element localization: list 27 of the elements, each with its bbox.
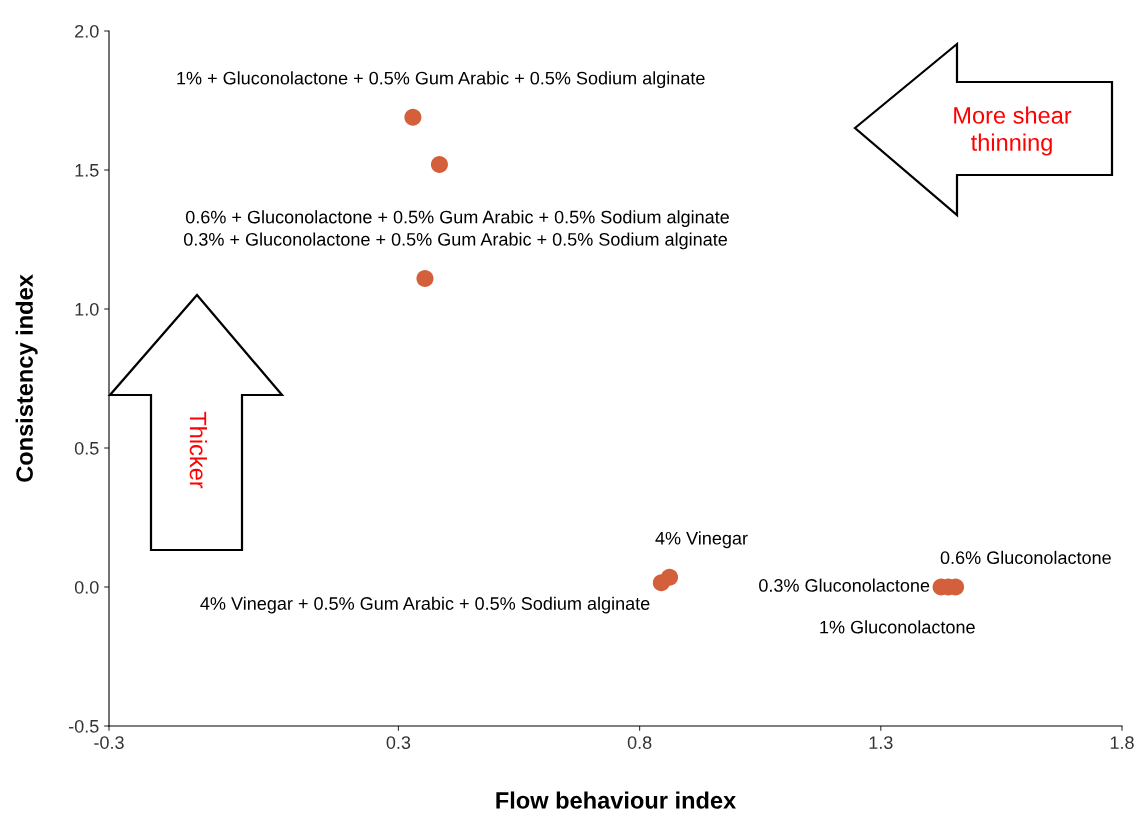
text: 0.6% + Gluconolactone + 0.5% Gum Arabic + 0.5% Sodium alginate <box>185 210 729 228</box>
y-axis-title: Consistency index <box>15 274 38 482</box>
x-tick-label: 1.3 <box>869 736 893 749</box>
point <box>404 108 422 126</box>
series-label: 4% Vinegar <box>655 531 748 549</box>
y-tick-label: 1.0 <box>75 302 99 316</box>
x-tick-label: -0.3 <box>94 736 124 749</box>
x-tick-label: 0.3 <box>386 736 411 749</box>
series-label: 4% Vinegar + 0.5% Gum Arabic + 0.5% Sodium alginate <box>200 596 650 614</box>
point <box>652 574 670 592</box>
series-label: 0.6% Gluconolactone <box>940 550 1111 565</box>
y-tick-label: 0.0 <box>74 580 99 594</box>
annotation: More shear thinning <box>954 106 1072 156</box>
text: 1% + Gluconolactone + 0.5% Gum Arabic + 0.5% Sodium alginate <box>177 71 705 89</box>
y-tick-label: 1.5 <box>75 164 99 177</box>
text: 0.3% + Gluconolactone + 0.5% Gum Arabic + 0.5% Sodium alginate <box>183 232 727 250</box>
x-axis-title: Flow behaviour index <box>496 791 737 809</box>
y-tick-label: 2.0 <box>75 24 99 38</box>
x-tick-label: 0.8 <box>627 736 652 749</box>
series-label: 1% Gluconolactone <box>820 620 975 634</box>
point <box>416 269 434 287</box>
y-tick-label: 0.5 <box>74 441 99 455</box>
x-tick-label: 1.8 <box>1110 736 1134 749</box>
point <box>430 155 448 173</box>
y-tick-label: -0.5 <box>68 719 99 733</box>
annotation: Thicker <box>189 411 207 489</box>
series-label: 0.3% Gluconolactone <box>759 578 930 592</box>
